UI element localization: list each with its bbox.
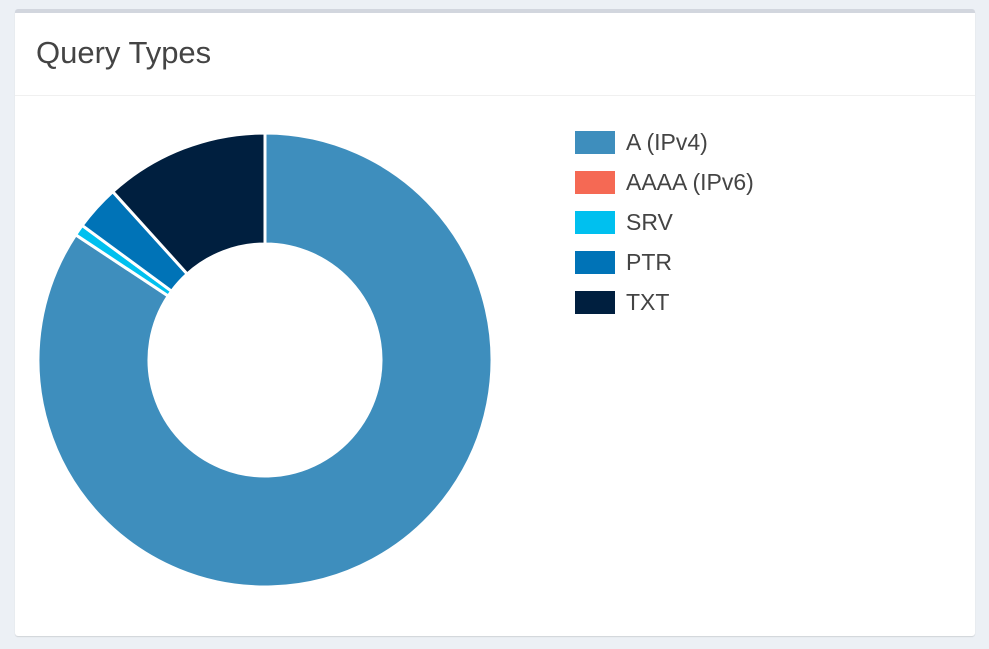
- legend-label: A (IPv4): [626, 128, 708, 155]
- legend-swatch: [575, 250, 615, 274]
- legend-swatch: [575, 170, 615, 194]
- legend-item-ptr[interactable]: PTR: [575, 242, 754, 282]
- legend-label: AAAA (IPv6): [626, 168, 754, 195]
- legend-swatch: [575, 130, 615, 154]
- slice-a-ipv4[interactable]: [36, 131, 494, 589]
- chart-legend: A (IPv4) AAAA (IPv6) SRV PTR TXT: [575, 122, 754, 322]
- legend-item-a-ipv4[interactable]: A (IPv4): [575, 122, 754, 162]
- legend-item-srv[interactable]: SRV: [575, 202, 754, 242]
- legend-item-aaaa-ipv6[interactable]: AAAA (IPv6): [575, 162, 754, 202]
- legend-label: PTR: [626, 248, 672, 275]
- chart-area: A (IPv4) AAAA (IPv6) SRV PTR TXT: [15, 96, 975, 636]
- legend-swatch: [575, 290, 615, 314]
- panel-title: Query Types: [36, 35, 212, 70]
- legend-label: SRV: [626, 208, 673, 235]
- legend-label: TXT: [626, 288, 670, 315]
- panel-header: Query Types: [15, 13, 975, 96]
- query-types-donut-chart: [36, 131, 494, 589]
- legend-swatch: [575, 210, 615, 234]
- legend-item-txt[interactable]: TXT: [575, 282, 754, 322]
- query-types-panel: Query Types A (IPv4) AAAA (IPv6) SRV PTR TXT: [15, 9, 975, 636]
- slice-txt[interactable]: [110, 131, 267, 277]
